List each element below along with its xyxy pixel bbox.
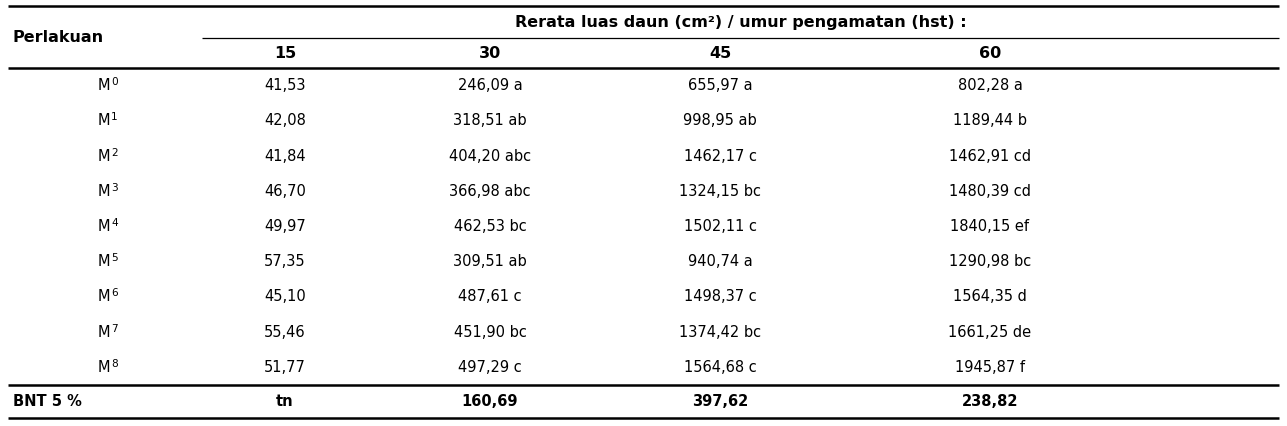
Text: 802,28 a: 802,28 a (958, 78, 1022, 93)
Text: 246,09 a: 246,09 a (458, 78, 523, 93)
Text: 1498,37 c: 1498,37 c (683, 289, 757, 305)
Text: M: M (98, 254, 109, 269)
Text: 451,90 bc: 451,90 bc (453, 325, 526, 340)
Text: 45: 45 (709, 46, 731, 60)
Text: 1840,15 ef: 1840,15 ef (951, 219, 1030, 234)
Text: 3: 3 (111, 183, 117, 193)
Text: 1462,91 cd: 1462,91 cd (949, 149, 1031, 164)
Text: 1564,68 c: 1564,68 c (683, 360, 757, 375)
Text: 1462,17 c: 1462,17 c (683, 149, 757, 164)
Text: BNT 5 %: BNT 5 % (13, 394, 82, 409)
Text: M: M (98, 219, 109, 234)
Text: 8: 8 (111, 359, 117, 369)
Text: 404,20 abc: 404,20 abc (449, 149, 532, 164)
Text: Perlakuan: Perlakuan (13, 29, 104, 44)
Text: M: M (98, 78, 109, 93)
Text: 15: 15 (274, 46, 296, 60)
Text: 1945,87 f: 1945,87 f (955, 360, 1024, 375)
Text: 0: 0 (111, 77, 117, 87)
Text: 5: 5 (111, 253, 117, 263)
Text: 487,61 c: 487,61 c (458, 289, 521, 305)
Text: 1324,15 bc: 1324,15 bc (680, 184, 761, 199)
Text: 60: 60 (979, 46, 1001, 60)
Text: 1189,44 b: 1189,44 b (952, 113, 1027, 128)
Text: 46,70: 46,70 (264, 184, 306, 199)
Text: tn: tn (277, 394, 293, 409)
Text: 6: 6 (111, 288, 117, 299)
Text: 42,08: 42,08 (264, 113, 306, 128)
Text: 49,97: 49,97 (264, 219, 306, 234)
Text: 1502,11 c: 1502,11 c (683, 219, 757, 234)
Text: 4: 4 (111, 218, 117, 228)
Text: 45,10: 45,10 (264, 289, 306, 305)
Text: 318,51 ab: 318,51 ab (453, 113, 526, 128)
Text: 30: 30 (479, 46, 501, 60)
Text: 998,95 ab: 998,95 ab (683, 113, 757, 128)
Text: 940,74 a: 940,74 a (687, 254, 753, 269)
Text: M: M (98, 325, 109, 340)
Text: 462,53 bc: 462,53 bc (453, 219, 526, 234)
Text: 1564,35 d: 1564,35 d (954, 289, 1027, 305)
Text: M: M (98, 360, 109, 375)
Text: M: M (98, 184, 109, 199)
Text: 41,53: 41,53 (264, 78, 306, 93)
Text: 1374,42 bc: 1374,42 bc (680, 325, 761, 340)
Text: M: M (98, 289, 109, 305)
Text: M: M (98, 149, 109, 164)
Text: Rerata luas daun (cm²) / umur pengamatan (hst) :: Rerata luas daun (cm²) / umur pengamatan… (515, 14, 967, 29)
Text: 1290,98 bc: 1290,98 bc (949, 254, 1031, 269)
Text: M: M (98, 113, 109, 128)
Text: 51,77: 51,77 (264, 360, 306, 375)
Text: 55,46: 55,46 (264, 325, 306, 340)
Text: 497,29 c: 497,29 c (458, 360, 521, 375)
Text: 1: 1 (111, 112, 117, 122)
Text: 397,62: 397,62 (692, 394, 748, 409)
Text: 41,84: 41,84 (264, 149, 306, 164)
Text: 57,35: 57,35 (264, 254, 306, 269)
Text: 366,98 abc: 366,98 abc (449, 184, 530, 199)
Text: 655,97 a: 655,97 a (687, 78, 753, 93)
Text: 1480,39 cd: 1480,39 cd (949, 184, 1031, 199)
Text: 2: 2 (111, 147, 117, 158)
Text: 7: 7 (111, 324, 117, 334)
Text: 1661,25 de: 1661,25 de (949, 325, 1032, 340)
Text: 238,82: 238,82 (961, 394, 1018, 409)
Text: 160,69: 160,69 (462, 394, 519, 409)
Text: 309,51 ab: 309,51 ab (453, 254, 526, 269)
